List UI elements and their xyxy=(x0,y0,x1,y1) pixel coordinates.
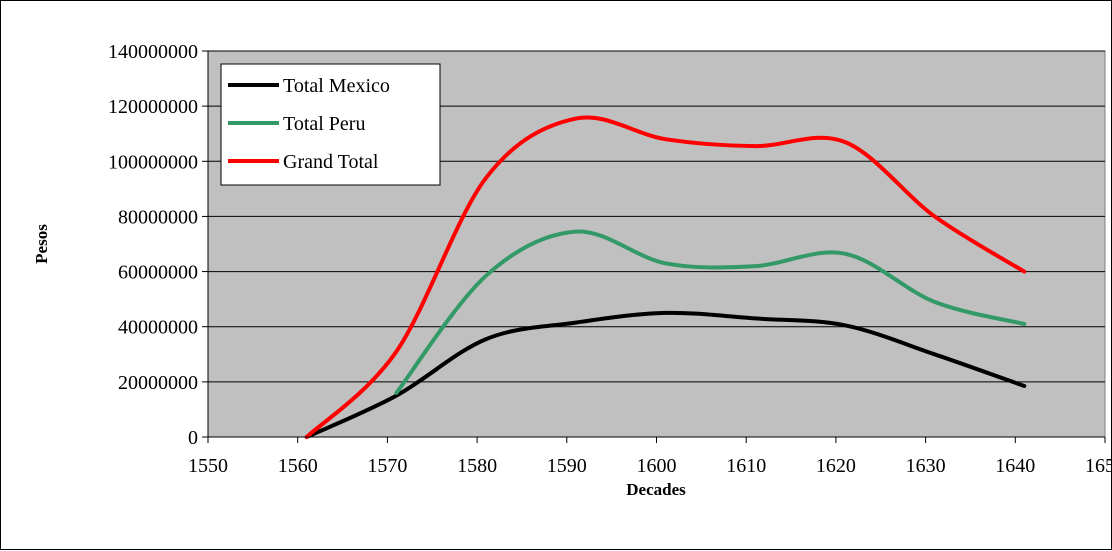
y-tick-label: 80000000 xyxy=(118,206,198,228)
x-tick-label: 1620 xyxy=(816,455,856,477)
series-line-grand-total xyxy=(304,115,1027,439)
series-group xyxy=(304,115,1027,439)
legend-label-grand-total: Grand Total xyxy=(283,151,379,173)
y-tick-label: 100000000 xyxy=(108,151,198,173)
legend-label-total-peru: Total Peru xyxy=(283,113,365,135)
x-tick-label: 1560 xyxy=(278,455,318,477)
x-tick-label: 1580 xyxy=(457,455,497,477)
y-tick-label: 60000000 xyxy=(118,262,198,284)
axes xyxy=(202,50,1106,443)
legend: Total Mexico Total Peru Grand Total xyxy=(220,63,441,186)
y-tick-label: 40000000 xyxy=(118,317,198,339)
x-tick-label: 1640 xyxy=(995,455,1035,477)
x-tick-label: 1590 xyxy=(547,455,587,477)
x-tick-label: 1610 xyxy=(726,455,766,477)
x-tick-label: 1630 xyxy=(906,455,946,477)
x-tick-labels: 1550 1560 1570 1580 1590 1600 1610 1620 1630 1640… xyxy=(188,455,1112,477)
series-line-total-mexico xyxy=(304,310,1027,439)
legend-label-total-mexico: Total Mexico xyxy=(283,75,390,97)
x-tick-label: 1650 xyxy=(1085,455,1112,477)
series-line-total-peru xyxy=(394,229,1027,395)
y-tick-label: 20000000 xyxy=(118,372,198,394)
x-tick-label: 1600 xyxy=(637,455,677,477)
y-axis-title: Pesos xyxy=(32,224,51,264)
y-tick-labels: 0 20000000 40000000 60000000 80000000 1000000… xyxy=(108,41,198,449)
y-tick-label: 140000000 xyxy=(108,41,198,63)
x-tick-label: 1550 xyxy=(188,455,228,477)
y-tick-label: 0 xyxy=(188,427,198,449)
x-axis-title: Decades xyxy=(626,480,686,499)
x-tick-label: 1570 xyxy=(367,455,407,477)
y-tick-label: 120000000 xyxy=(108,96,198,118)
